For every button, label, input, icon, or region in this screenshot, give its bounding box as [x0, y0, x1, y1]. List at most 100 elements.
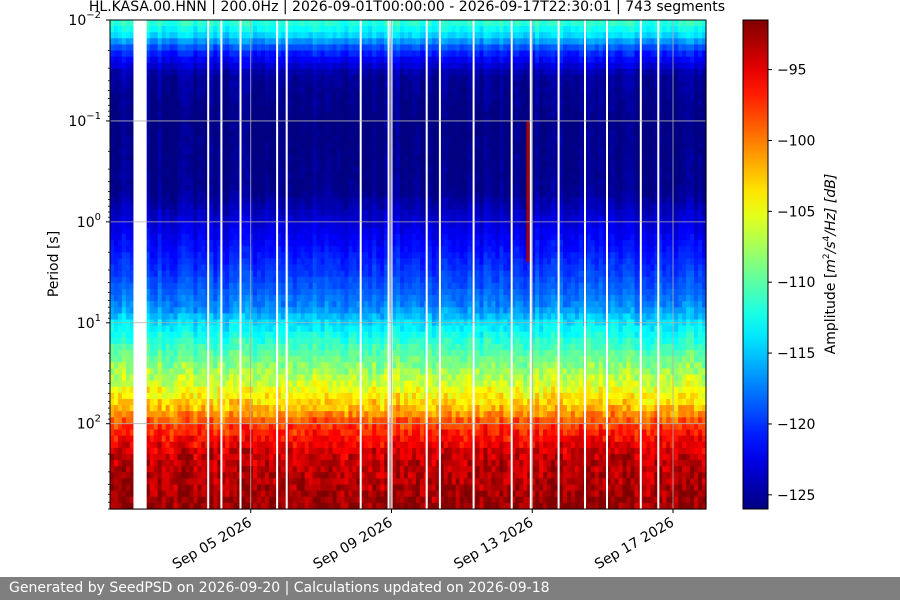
heatmap-cell	[495, 99, 500, 107]
heatmap-cell	[260, 111, 266, 119]
heatmap-cell	[225, 44, 230, 52]
heatmap-cell	[455, 130, 461, 137]
heatmap-cell	[646, 136, 651, 143]
heatmap-cell	[507, 32, 512, 39]
heatmap-cell	[356, 123, 361, 131]
heatmap-cell	[197, 93, 202, 101]
heatmap-cell	[324, 136, 330, 143]
heatmap-cell	[276, 111, 282, 119]
heatmap-cell	[626, 215, 632, 223]
heatmap-cell	[499, 99, 504, 107]
heatmap-cell	[570, 62, 576, 70]
heatmap-cell	[427, 111, 433, 119]
heatmap-cell	[503, 50, 508, 58]
heatmap-cell	[276, 203, 282, 211]
heatmap-cell	[678, 130, 683, 137]
heatmap-cell	[320, 99, 326, 107]
heatmap-cell	[121, 148, 127, 156]
heatmap-cell	[467, 203, 473, 211]
heatmap-cell	[121, 136, 127, 143]
heatmap-cell	[483, 68, 489, 76]
heatmap-cell	[483, 191, 489, 198]
heatmap-cell	[618, 154, 624, 162]
heatmap-cell	[408, 203, 413, 211]
heatmap-cell	[225, 197, 230, 204]
heatmap-cell	[602, 160, 608, 168]
heatmap-cell	[507, 209, 512, 217]
heatmap-cell	[268, 203, 274, 211]
heatmap-cell	[495, 148, 500, 156]
heatmap-cell	[634, 93, 640, 101]
heatmap-cell	[320, 160, 326, 168]
heatmap-cell	[360, 191, 365, 198]
heatmap-cell	[308, 215, 314, 223]
heatmap-cell	[372, 136, 377, 143]
heatmap-cell	[662, 26, 667, 33]
heatmap-cell	[110, 209, 115, 217]
heatmap-cell	[316, 178, 322, 186]
heatmap-cell	[487, 185, 493, 192]
heatmap-cell	[646, 87, 651, 94]
heatmap-cell	[344, 68, 349, 76]
heatmap-cell	[225, 87, 230, 94]
heatmap-cell	[698, 93, 703, 101]
heatmap-cell	[268, 26, 274, 33]
heatmap-cell	[113, 215, 119, 223]
heatmap-cell	[189, 93, 195, 101]
heatmap-cell	[161, 38, 167, 46]
heatmap-cell	[551, 56, 556, 64]
heatmap-cell	[245, 166, 250, 174]
heatmap-cell	[614, 191, 620, 198]
heatmap-cell	[360, 38, 365, 46]
heatmap-cell	[129, 166, 135, 174]
heatmap-cell	[241, 172, 246, 180]
heatmap-cell	[117, 160, 123, 168]
heatmap-cell	[674, 62, 679, 70]
heatmap-cell	[368, 178, 373, 186]
heatmap-cell	[622, 111, 628, 119]
heatmap-cell	[674, 123, 679, 131]
heatmap-cell	[332, 68, 338, 76]
heatmap-cell	[237, 56, 242, 64]
heatmap-cell	[296, 136, 302, 143]
heatmap-cell	[435, 185, 441, 192]
heatmap-cell	[678, 99, 683, 107]
heatmap-cell	[121, 105, 127, 113]
heatmap-cell	[177, 178, 183, 186]
heatmap-cell	[161, 221, 167, 229]
heatmap-cell	[161, 99, 167, 107]
heatmap-cell	[304, 154, 310, 162]
heatmap-cell	[499, 20, 504, 27]
heatmap-cell	[364, 87, 369, 94]
heatmap-cell	[213, 81, 218, 88]
heatmap-cell	[340, 197, 346, 204]
heatmap-cell	[348, 209, 353, 217]
heatmap-cell	[566, 130, 572, 137]
heatmap-cell	[483, 32, 489, 39]
heatmap-cell	[455, 20, 461, 27]
heatmap-cell	[670, 160, 675, 168]
heatmap-cell	[674, 50, 679, 58]
heatmap-cell	[467, 87, 473, 94]
heatmap-cell	[686, 38, 691, 46]
heatmap-cell	[364, 197, 369, 204]
heatmap-cell	[531, 209, 536, 217]
heatmap-cell	[483, 209, 489, 217]
heatmap-cell	[515, 142, 520, 149]
heatmap-cell	[467, 191, 473, 198]
heatmap-cell	[662, 50, 667, 58]
heatmap-cell	[229, 136, 234, 143]
heatmap-cell	[121, 32, 127, 39]
heatmap-cell	[523, 197, 528, 204]
heatmap-cell	[455, 99, 461, 107]
heatmap-cell	[614, 166, 620, 174]
heatmap-cell	[535, 154, 540, 162]
heatmap-cell	[169, 38, 175, 46]
heatmap-cell	[245, 142, 250, 149]
heatmap-cell	[646, 172, 651, 180]
heatmap-cell	[392, 75, 397, 82]
heatmap-cell	[590, 215, 596, 223]
heatmap-cell	[439, 215, 445, 223]
heatmap-cell	[316, 185, 322, 192]
heatmap-cell	[356, 130, 361, 137]
